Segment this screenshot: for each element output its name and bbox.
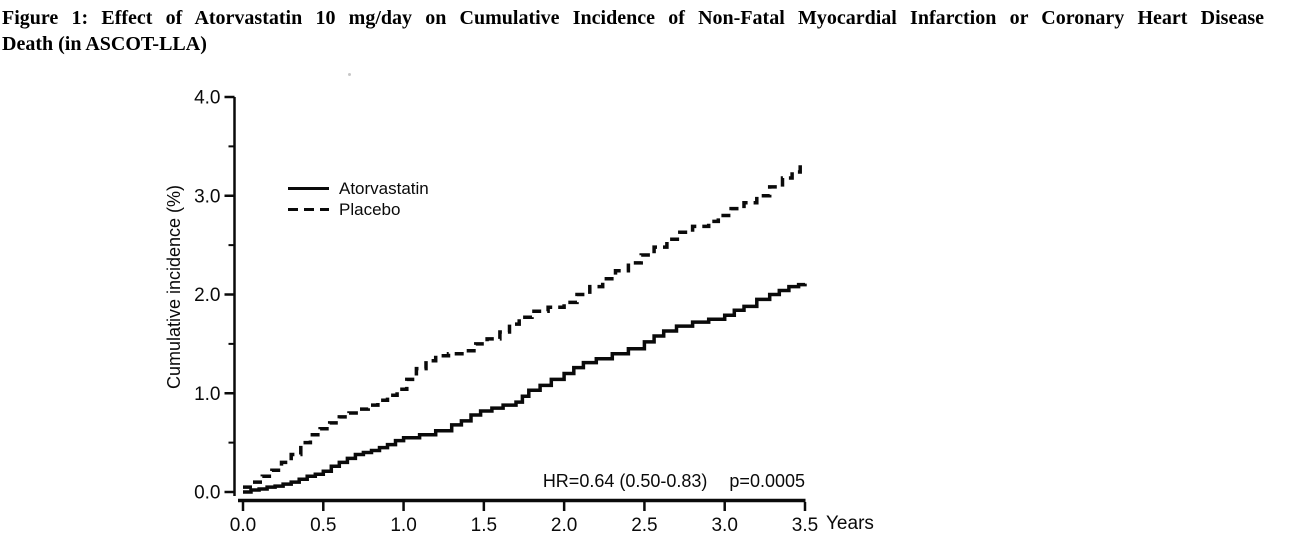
y-tick-label: 1.0 (194, 384, 220, 405)
y-tick-label: 4.0 (194, 88, 220, 109)
legend: Atorvastatin Placebo (288, 178, 429, 220)
legend-item-atorvastatin: Atorvastatin (288, 178, 429, 199)
x-tick-label: 1.0 (390, 515, 416, 536)
p-value: p=0.0005 (729, 471, 805, 491)
series-line-placebo (243, 163, 802, 489)
x-tick-label: 3.5 (792, 515, 818, 536)
x-axis-unit-label: Years (826, 513, 874, 534)
x-tick-label: 2.5 (631, 515, 657, 536)
legend-label-atorvastatin: Atorvastatin (339, 179, 429, 198)
hr-value: HR=0.64 (0.50-0.83) (542, 471, 708, 491)
y-tick-label: 0.0 (194, 483, 220, 504)
y-tick-label: 3.0 (194, 186, 220, 207)
hr-annotation: HR=0.64 (0.50-0.83) p=0.0005 (400, 471, 805, 492)
y-tick-label: 2.0 (194, 285, 220, 306)
figure-title: Figure 1: Effect of Atorvastatin 10 mg/d… (2, 5, 1264, 57)
figure-title-line2: Death (in ASCOT-LLA) (2, 33, 207, 55)
x-tick-label: 0.0 (230, 515, 256, 536)
x-tick-label: 2.0 (551, 515, 577, 536)
stray-dot (348, 73, 351, 76)
x-tick-label: 0.5 (310, 515, 336, 536)
x-tick-label: 1.5 (471, 515, 497, 536)
y-axis-title: Cumulative incidence (%) (164, 184, 184, 390)
legend-item-placebo: Placebo (288, 199, 429, 220)
legend-label-placebo: Placebo (339, 200, 401, 219)
dashed-line-sample (288, 207, 329, 212)
solid-line-sample (288, 186, 329, 191)
figure-title-line1: Figure 1: Effect of Atorvastatin 10 mg/d… (2, 7, 1264, 29)
series-line-atorvastatin (243, 282, 807, 494)
x-tick-label: 3.0 (711, 515, 737, 536)
